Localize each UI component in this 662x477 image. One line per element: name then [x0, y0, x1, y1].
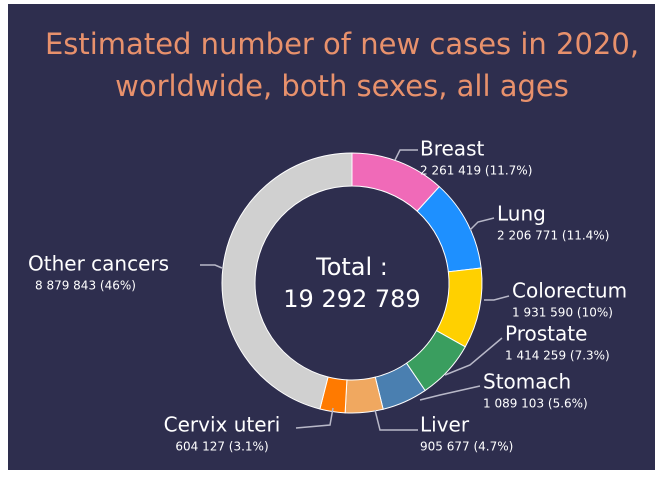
segment-label: Cervix uteri — [164, 413, 281, 437]
segment-label: Stomach — [483, 370, 571, 394]
chart-title: worldwide, both sexes, all ages — [115, 69, 569, 103]
chart-title: Estimated number of new cases in 2020, — [45, 27, 639, 61]
value-label: 905 677 (4.7%) — [420, 440, 513, 454]
segment-label: Breast — [420, 137, 484, 161]
donut-segment — [221, 152, 353, 410]
leader-line — [444, 337, 503, 376]
leader-line — [374, 409, 418, 431]
value-label: 2 206 771 (11.4%) — [497, 229, 609, 243]
segment-label: Liver — [420, 413, 470, 437]
segment-label: Colorectum — [512, 279, 627, 303]
leader-line — [200, 264, 223, 269]
segment-label: Prostate — [505, 322, 587, 346]
leader-line — [295, 407, 334, 429]
value-label: 1 414 259 (7.3%) — [505, 349, 610, 363]
leader-line — [469, 217, 495, 231]
value-label: 1 931 590 (10%) — [512, 306, 613, 320]
leader-line — [484, 295, 510, 301]
value-label: 8 879 843 (46%) — [35, 279, 136, 293]
center-label: 19 292 789 — [283, 285, 420, 313]
leader-line — [419, 385, 481, 401]
leader-line — [394, 149, 418, 161]
segment-label: Other cancers — [28, 252, 169, 276]
segment-label: Lung — [497, 202, 546, 226]
value-label: 2 261 419 (11.7%) — [420, 164, 532, 178]
center-label: Total : — [315, 253, 388, 281]
value-label: 604 127 (3.1%) — [175, 440, 268, 454]
value-label: 1 089 103 (5.6%) — [483, 397, 588, 411]
